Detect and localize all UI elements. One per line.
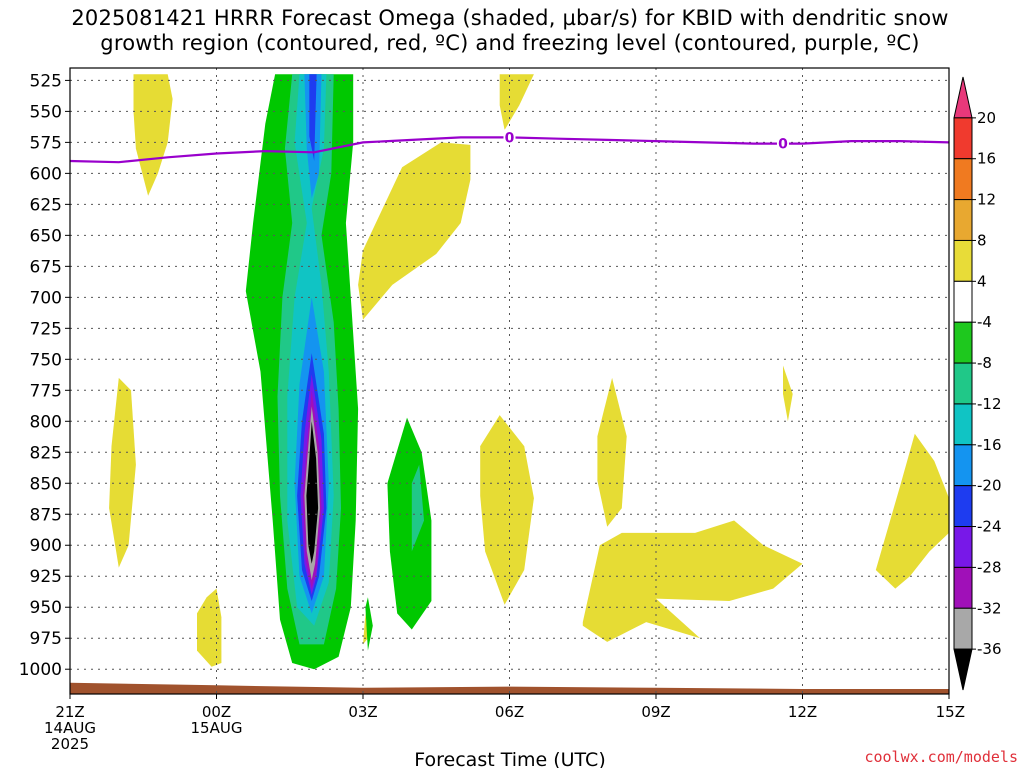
colorbar-label: 8 [977,231,987,249]
omega-region-5 [480,415,534,605]
y-tick-label: 650 [30,226,62,246]
y-tick-label: 550 [30,102,62,122]
omega-region-4 [197,588,222,667]
colorbar-label: -28 [977,558,1002,576]
colorbar-swatch-0 [953,76,973,119]
colorbar-label: -32 [977,599,1002,617]
omega-region-8 [582,520,803,642]
omega-region-3 [109,377,136,568]
omega-region-0 [133,74,173,196]
omega-region-10 [363,613,368,645]
y-tick-label: 975 [30,629,62,649]
colorbar-swatch-10 [953,485,973,528]
omega-shading [109,74,949,670]
x-tick-label: 00Z [202,703,231,721]
colorbar-swatch-11 [953,526,973,568]
y-tick-label: 825 [30,443,62,463]
colorbar-label: 12 [977,191,996,209]
colorbar-label: -8 [977,354,992,372]
y-tick-label: 600 [30,164,62,184]
x-tick-label: 15AUG [191,719,243,737]
colorbar-swatch-7 [953,362,973,405]
x-axis-title: Forecast Time (UTC) [414,749,605,768]
colorbar-label: -12 [977,395,1002,413]
colorbar-swatch-8 [953,403,973,446]
omega-region-2 [358,142,471,320]
colorbar-swatch-12 [953,566,973,609]
omega-region-15 [411,464,424,552]
y-tick-label: 725 [30,319,62,339]
y-tick-label: 750 [30,350,62,370]
colorbar-label: -16 [977,436,1002,454]
x-tick-label: 14AUG [44,719,96,737]
x-tick-label: 15Z [936,703,965,721]
y-tick-label: 925 [30,567,62,587]
colorbar-swatch-1 [953,117,973,160]
omega-region-12 [387,417,432,630]
credit-text: coolwx.com/models [864,748,1018,766]
freezing-level-label-bg [503,129,516,145]
y-tick-label: 900 [30,536,62,556]
freezing-level-label-1: 0 [778,137,788,153]
omega-region-6 [597,377,627,527]
colorbar-label: -24 [977,518,1002,536]
colorbar-swatch-13 [953,607,973,650]
colorbar-label: 4 [977,272,987,290]
omega-region-1 [499,74,534,130]
x-tick-label: 12Z [788,703,817,721]
chart-title-line-1: 2025081421 HRRR Forecast Omega (shaded, … [71,6,949,30]
y-tick-label: 700 [30,288,62,308]
y-tick-label: 575 [30,133,62,153]
colorbar-label: -36 [977,640,1002,658]
omega-region-13 [365,597,373,651]
colorbar-swatch-6 [953,321,973,364]
colorbar-label: -4 [977,313,992,331]
colorbar-label: 16 [977,150,996,168]
grid-lines [70,68,949,694]
y-tick-label: 675 [30,257,62,277]
omega-region-7 [783,365,793,422]
x-tick-label: 09Z [641,703,670,721]
colorbar-swatch-2 [953,158,973,201]
x-tick-label: 06Z [495,703,524,721]
y-axis: 525 550 575 600 625 650 675 700 725 750 775 800 825 8… [19,71,70,680]
colorbar-swatch-4 [953,239,973,282]
colorbar-swatch-14 [953,648,973,691]
y-tick-label: 525 [30,71,62,91]
chart-title-line-2: growth region (contoured, red, ºC) and f… [100,31,920,55]
omega-region-19 [309,74,317,161]
y-tick-label: 1000 [19,660,62,680]
terrain-fill [70,682,949,694]
colorbar-swatch-9 [953,444,973,487]
y-tick-label: 875 [30,505,62,525]
y-tick-label: 800 [30,412,62,432]
x-tick-label: 21Z [55,703,84,721]
colorbar: 20 16 12 8 4 -4 -8 -12 -16 -20 -24 -28 -32 -36 [953,76,1002,691]
omega-region-9 [875,433,949,589]
terrain-layer [70,682,949,694]
freezing-level-label-0: 0 [505,130,515,146]
x-tick-label: 2025 [51,735,89,753]
freezing-level-label-bg [776,135,789,151]
colorbar-label: 20 [977,109,996,127]
chart-title: 2025081421 HRRR Forecast Omega (shaded, … [0,6,1020,56]
colorbar-label: -20 [977,477,1002,495]
x-tick-label: 03Z [348,703,377,721]
y-tick-label: 775 [30,381,62,401]
y-tick-label: 950 [30,598,62,618]
y-tick-label: 850 [30,474,62,494]
colorbar-swatch-3 [953,199,973,241]
y-tick-label: 625 [30,195,62,215]
colorbar-swatch-5 [953,280,973,323]
omega-region-24 [306,421,319,564]
